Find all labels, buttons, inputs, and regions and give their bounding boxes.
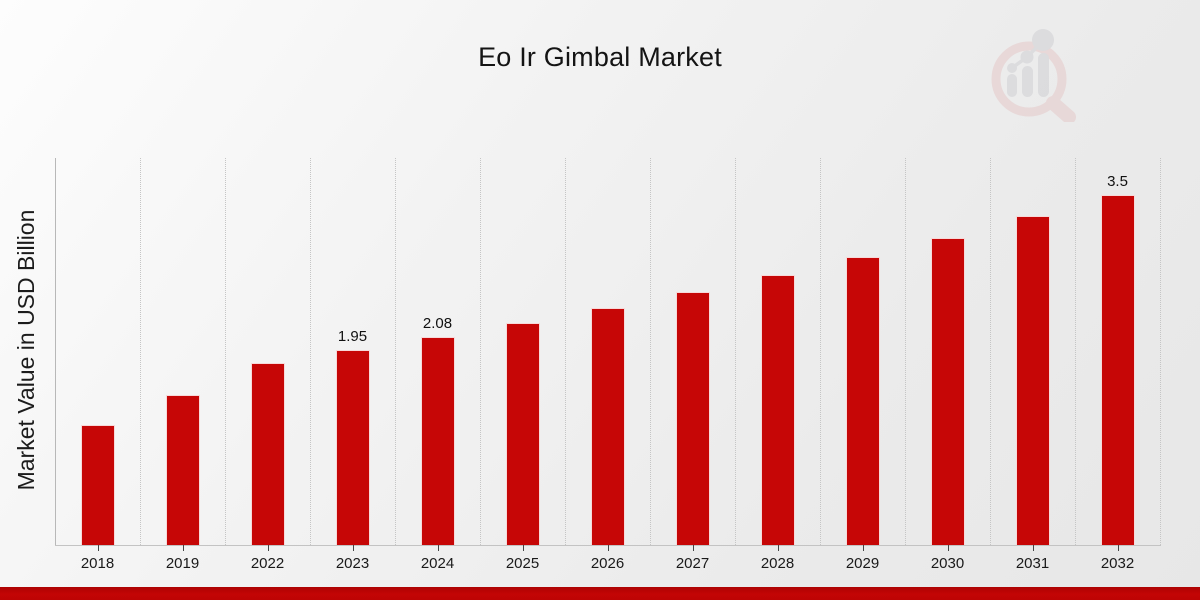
bar-2025 (505, 323, 540, 545)
gridline (1075, 158, 1076, 545)
x-axis-tick (182, 545, 184, 551)
gridline (480, 158, 481, 545)
x-tick-label-2026: 2026 (590, 555, 625, 572)
x-tick-label-2025: 2025 (505, 555, 540, 572)
x-axis-tick (1117, 545, 1119, 551)
plot-area: 2018 2019 2022 1.95 2023 2.08 2024 2025 2026 2027… (55, 158, 1161, 572)
bar-value-label-2032: 3.5 (1107, 173, 1128, 190)
chart-title: Eo Ir Gimbal Market (478, 42, 722, 72)
gridline (735, 158, 736, 545)
x-axis-tick (862, 545, 864, 551)
gridline (905, 158, 906, 545)
bar-2030 (930, 238, 965, 545)
gridline (990, 158, 991, 545)
x-tick-label-2028: 2028 (760, 555, 795, 572)
x-axis-tick (97, 545, 99, 551)
x-tick-label-2022: 2022 (250, 555, 285, 572)
bar-2024 (420, 337, 455, 545)
x-axis-tick (522, 545, 524, 551)
bar-2018 (80, 425, 115, 545)
gridline (1160, 158, 1161, 545)
gridline (310, 158, 311, 545)
bar-2026 (590, 308, 625, 545)
footer-band (0, 587, 1200, 600)
x-tick-label-2029: 2029 (845, 555, 880, 572)
x-tick-label-2023: 2023 (335, 555, 370, 572)
gridline (140, 158, 141, 545)
gridline (225, 158, 226, 545)
x-tick-label-2018: 2018 (80, 555, 115, 572)
gridline (650, 158, 651, 545)
x-axis-tick (607, 545, 609, 551)
gridline (565, 158, 566, 545)
bar-2032 (1100, 195, 1135, 545)
bar-2029 (845, 257, 880, 545)
x-axis-tick (947, 545, 949, 551)
bar-2028 (760, 275, 795, 545)
x-axis-tick (1032, 545, 1034, 551)
x-axis-tick (692, 545, 694, 551)
x-tick-label-2030: 2030 (930, 555, 965, 572)
bar-2023 (335, 350, 370, 545)
x-axis-tick (352, 545, 354, 551)
bar-2027 (675, 292, 710, 545)
x-axis-tick (267, 545, 269, 551)
x-axis-tick (777, 545, 779, 551)
bar-value-label-2024: 2.08 (422, 315, 453, 332)
bar-value-label-2023: 1.95 (337, 328, 368, 345)
bar-2019 (165, 395, 200, 545)
bar-2031 (1015, 216, 1050, 545)
x-tick-label-2024: 2024 (420, 555, 455, 572)
y-axis-line (55, 158, 56, 545)
gridline (820, 158, 821, 545)
x-tick-label-2027: 2027 (675, 555, 710, 572)
y-axis-title: Market Value in USD Billion (13, 209, 39, 491)
x-tick-label-2032: 2032 (1100, 555, 1135, 572)
bar-2022 (250, 363, 285, 545)
x-axis-tick (437, 545, 439, 551)
x-tick-label-2031: 2031 (1015, 555, 1050, 572)
gridline (395, 158, 396, 545)
x-tick-label-2019: 2019 (165, 555, 200, 572)
